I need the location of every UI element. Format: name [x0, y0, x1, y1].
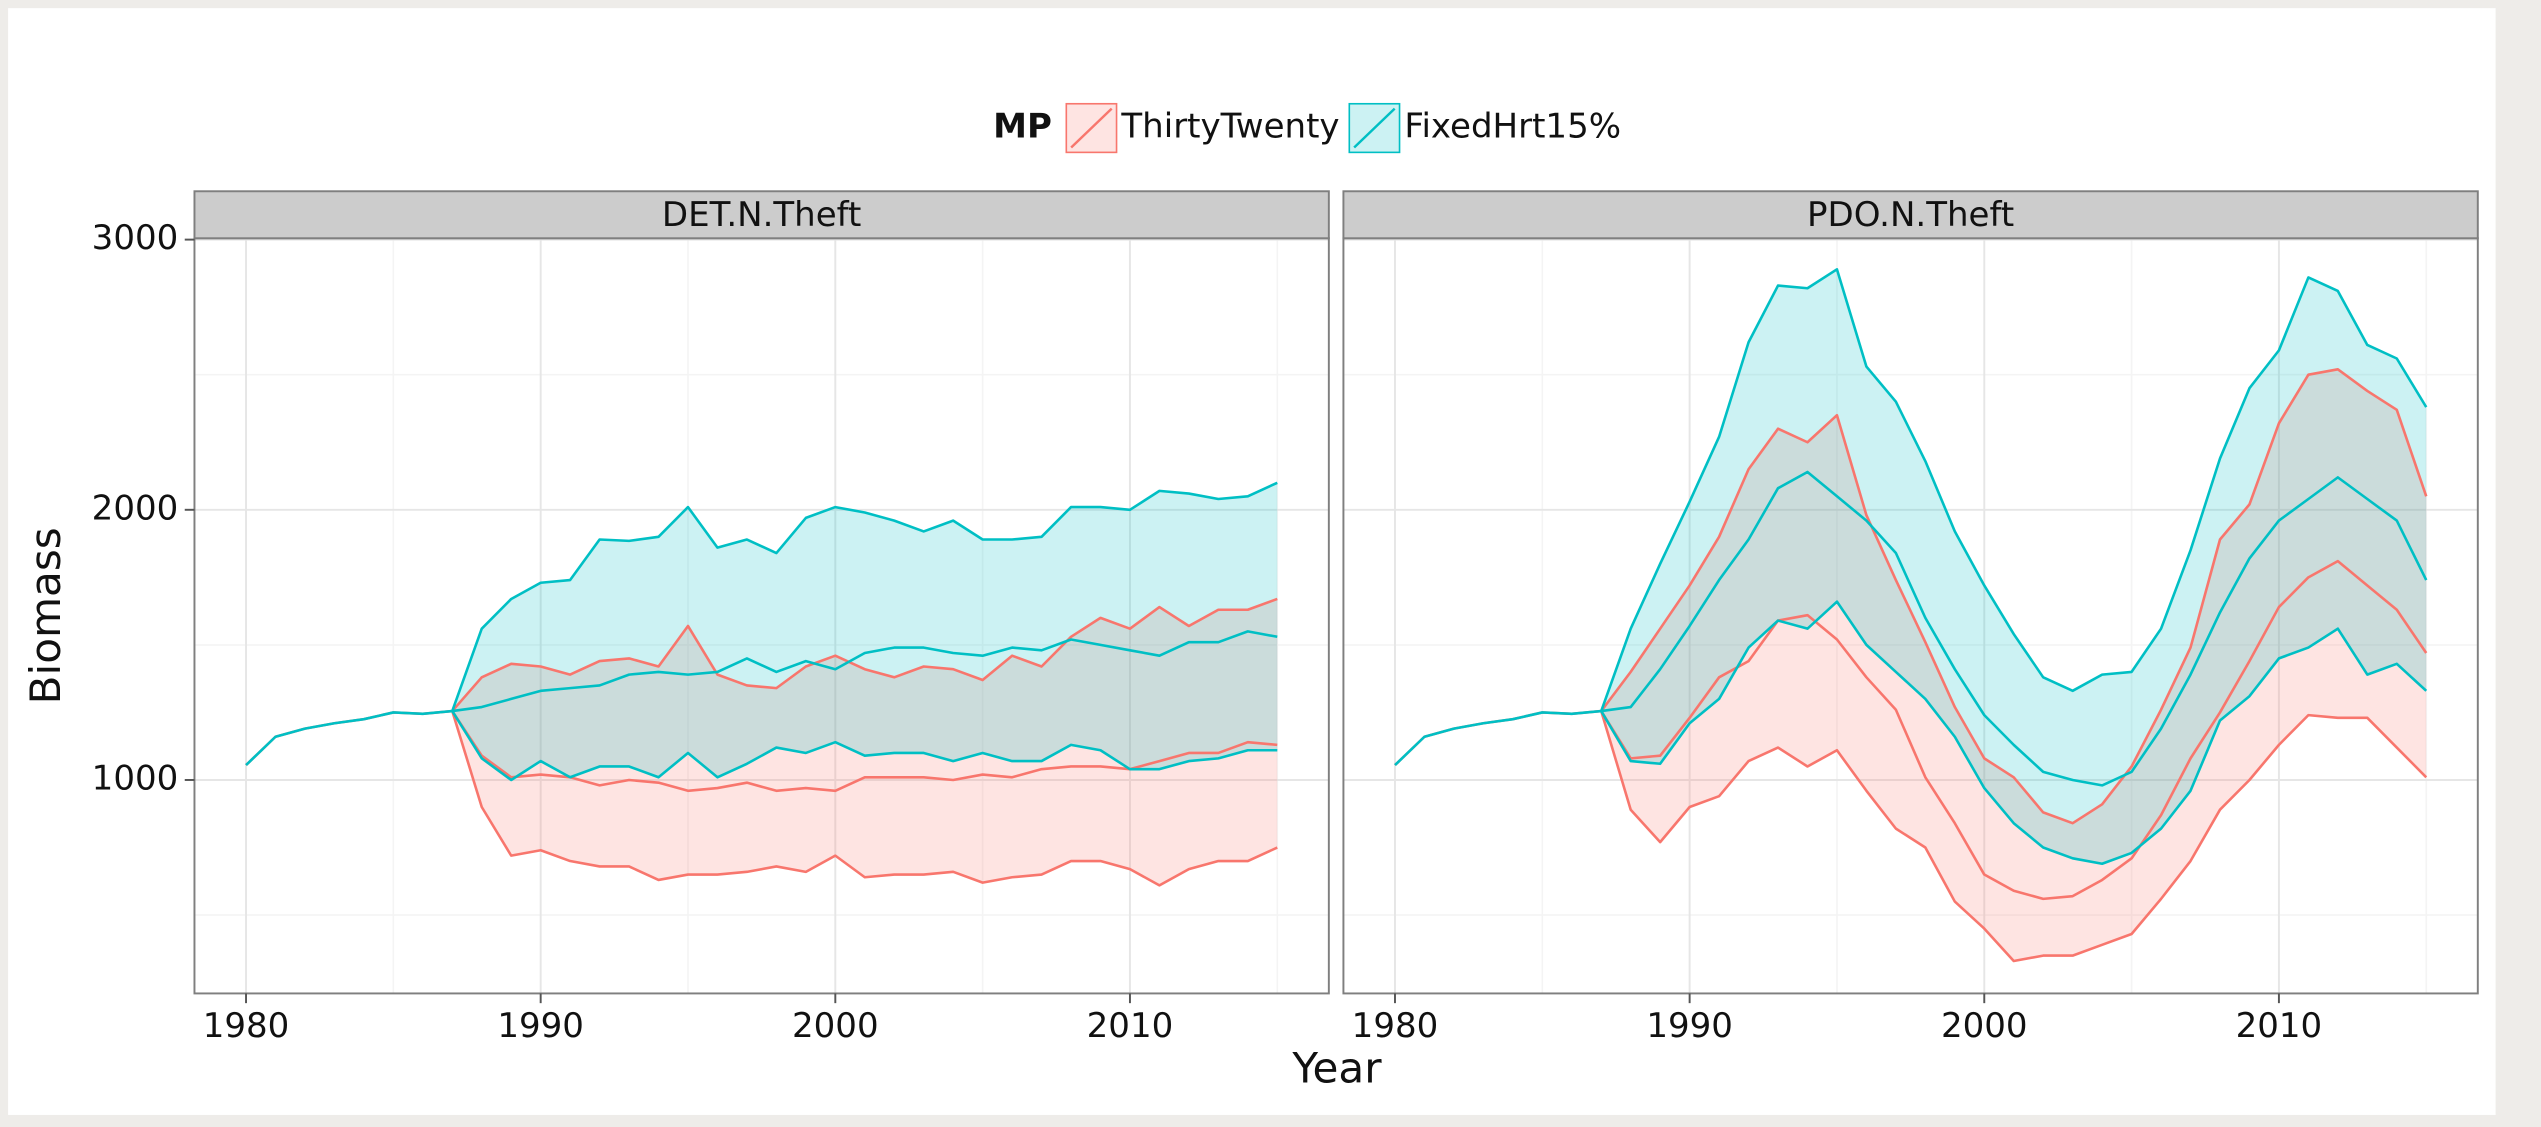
x-tick-label: 1980: [1352, 1006, 1439, 1046]
ribbon-edge: [451, 710, 1278, 782]
ribbon-edge: [451, 597, 1278, 712]
x-axis-label: Year: [1291, 1044, 1382, 1093]
legend-key-line: [1353, 107, 1396, 149]
x-tick-label: 2010: [2236, 1006, 2323, 1046]
x-tick-label: 1980: [203, 1006, 290, 1046]
strip-label: PDO.N.Theft: [1807, 195, 2014, 235]
ribbon-edge: [1600, 368, 2428, 825]
median-line: [1394, 470, 2428, 787]
median-line: [245, 630, 1278, 767]
legend-key-line: [1070, 107, 1113, 149]
ribbon-edge: [451, 710, 1278, 887]
ribbon: [452, 482, 1278, 780]
x-tick-label: 1990: [1646, 1006, 1733, 1046]
ribbon: [1601, 269, 2427, 864]
ribbon-edge: [1600, 600, 2428, 866]
x-tick-label: 2000: [792, 1006, 879, 1046]
ribbon-edge: [451, 481, 1278, 712]
strip: [1342, 190, 2479, 240]
x-tick-label: 2000: [1941, 1006, 2028, 1046]
panel-background: [1343, 238, 2478, 994]
ribbon: [452, 598, 1278, 886]
y-tick-label: 3000: [92, 218, 179, 258]
legend-label: FixedHrt15%: [1404, 107, 1621, 147]
legend-label: ThirtyTwenty: [1120, 107, 1339, 147]
y-tick-label: 1000: [92, 758, 179, 798]
ribbon-edge: [1599, 710, 2428, 963]
panel-background: [194, 238, 1329, 994]
ribbon-edge: [1600, 268, 2428, 712]
legend-title: MP: [993, 107, 1052, 147]
y-tick-label: 2000: [92, 488, 179, 528]
strip-label: DET.N.Theft: [662, 195, 861, 235]
x-tick-label: 2010: [1087, 1006, 1174, 1046]
strip: [193, 190, 1330, 240]
x-tick-label: 1990: [497, 1006, 584, 1046]
ribbon: [1601, 369, 2427, 962]
y-axis-label: Biomass: [21, 527, 70, 704]
